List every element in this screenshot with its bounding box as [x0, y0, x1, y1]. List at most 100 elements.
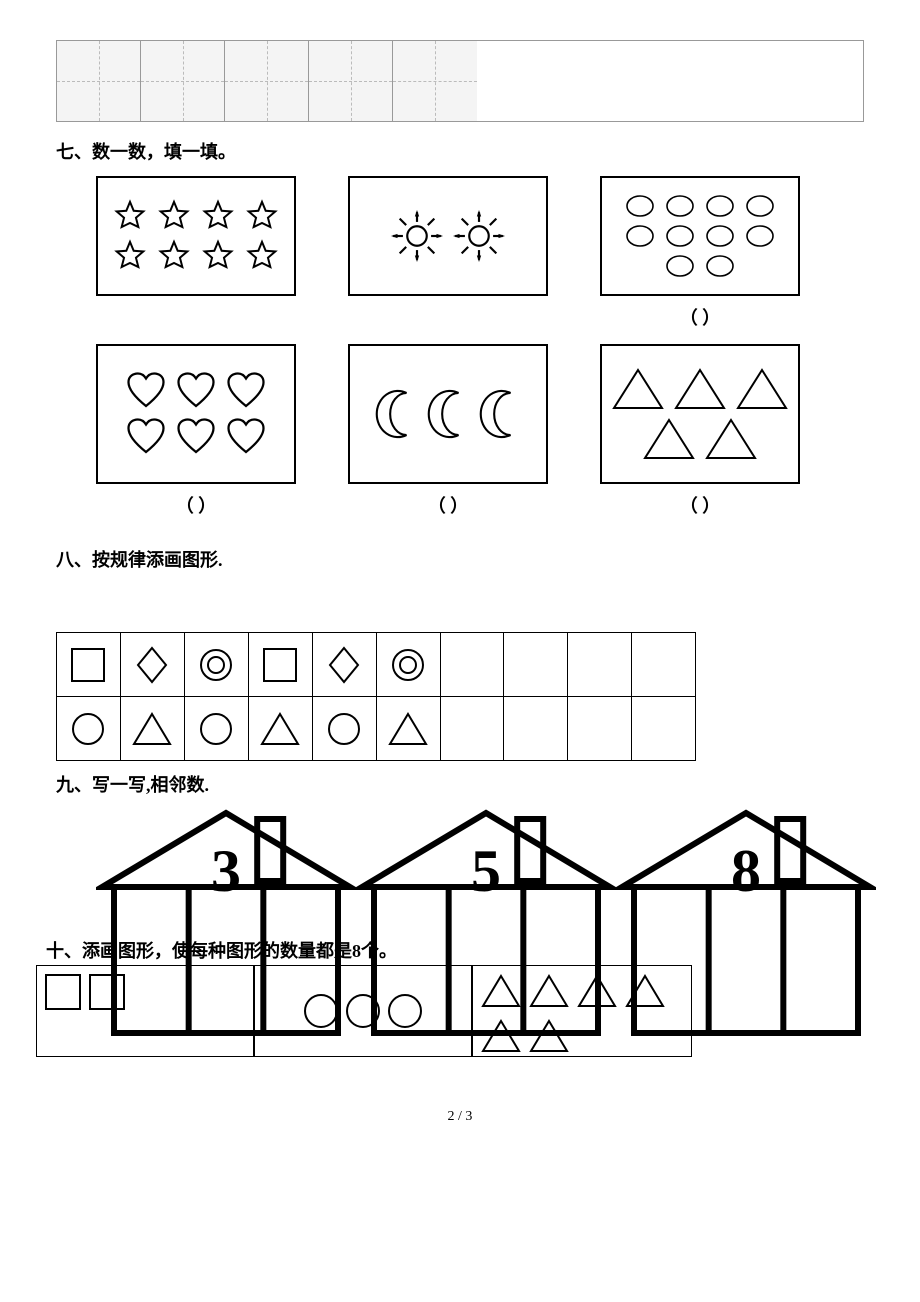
triangle-icon: [674, 367, 726, 411]
pattern-cell-circle: [57, 697, 121, 761]
page-number: 2 / 3: [56, 1109, 864, 1125]
ring-icon: [388, 645, 428, 685]
section7-heading: 七、数一数，填一填。: [56, 138, 864, 164]
triangle-icon: [529, 974, 569, 1013]
ellipse-icon: [625, 224, 655, 248]
count-box-star: [96, 176, 296, 296]
house-number: 8: [731, 837, 761, 906]
pattern-cell-blank[interactable]: [440, 697, 504, 761]
writing-grid: [56, 40, 864, 122]
triangle-icon: [612, 367, 664, 411]
star-icon: [201, 239, 235, 273]
heart-icon: [226, 371, 266, 411]
heart-icon: [176, 371, 216, 411]
triangle-icon: [643, 417, 695, 461]
heart-icon: [226, 417, 266, 457]
triangle-icon: [625, 974, 665, 1013]
circle-icon: [324, 709, 364, 749]
square-icon: [45, 974, 81, 1010]
answer-blank[interactable]: （ ）: [600, 492, 800, 518]
ellipse-icon: [705, 194, 735, 218]
diamond-icon: [324, 645, 364, 685]
pattern-cell-ring: [184, 633, 248, 697]
star-icon: [201, 199, 235, 233]
circle-icon: [68, 709, 108, 749]
star-icon: [245, 199, 279, 233]
pattern-cell-blank[interactable]: [504, 697, 568, 761]
circle-icon: [388, 994, 422, 1028]
section10-heading: 十、添画图形，使每种图形的数量都是8个。: [46, 937, 397, 963]
star-icon: [157, 199, 191, 233]
diamond-icon: [132, 645, 172, 685]
fill-box-circle[interactable]: [254, 965, 472, 1057]
answer-blank[interactable]: （ ）: [600, 304, 800, 330]
triangle-icon: [481, 1019, 521, 1058]
triangle-icon: [577, 974, 617, 1013]
section9-heading: 九、写一写,相邻数.: [56, 771, 864, 797]
star-icon: [113, 239, 147, 273]
pattern-cell-circle: [184, 697, 248, 761]
triangle-icon: [736, 367, 788, 411]
heart-icon: [176, 417, 216, 457]
pattern-cell-blank[interactable]: [440, 633, 504, 697]
house-number: 3: [211, 837, 241, 906]
square-icon: [89, 974, 125, 1010]
answer-blank[interactable]: （ ）: [96, 492, 296, 518]
star-icon: [245, 239, 279, 273]
moon-icon: [479, 388, 521, 440]
count-box-ellipse: [600, 176, 800, 296]
square-icon: [260, 645, 300, 685]
section7-row2: （ ） （ ） （ ）: [96, 344, 864, 518]
writing-cell[interactable]: [393, 41, 477, 121]
houses-wrap: 十、添画图形，使每种图形的数量都是8个。 3 5: [56, 809, 864, 1069]
ellipse-icon: [625, 194, 655, 218]
pattern-cell-diamond: [312, 633, 376, 697]
ellipse-icon: [745, 224, 775, 248]
sun-icon: [391, 210, 443, 262]
section8-heading: 八、按规律添画图形.: [56, 546, 864, 572]
writing-cell[interactable]: [141, 41, 225, 121]
triangle-icon: [529, 1019, 569, 1058]
triangle-icon: [705, 417, 757, 461]
pattern-cell-blank[interactable]: [632, 697, 696, 761]
pattern-cell-blank[interactable]: [632, 633, 696, 697]
triangle-icon: [481, 974, 521, 1013]
fill-box-triangle[interactable]: [472, 965, 692, 1057]
pattern-cell-square: [248, 633, 312, 697]
pattern-cell-ring: [376, 633, 440, 697]
fill-box-square[interactable]: [36, 965, 254, 1057]
ellipse-icon: [665, 254, 695, 278]
triangle-icon: [388, 709, 428, 749]
heart-icon: [126, 417, 166, 457]
ellipse-icon: [745, 194, 775, 218]
sun-icon: [453, 210, 505, 262]
pattern-cell-blank[interactable]: [568, 633, 632, 697]
count-box-triangle: [600, 344, 800, 484]
section10-row: [36, 965, 692, 1057]
pattern-cell-triangle: [376, 697, 440, 761]
pattern-cell-blank[interactable]: [504, 633, 568, 697]
ring-icon: [196, 645, 236, 685]
writing-cell[interactable]: [57, 41, 141, 121]
pattern-cell-circle: [312, 697, 376, 761]
moon-icon: [427, 388, 469, 440]
writing-cell[interactable]: [309, 41, 393, 121]
count-box-sun: [348, 176, 548, 296]
triangle-icon: [132, 709, 172, 749]
moon-icon: [375, 388, 417, 440]
writing-cell[interactable]: [225, 41, 309, 121]
pattern-cell-blank[interactable]: [568, 697, 632, 761]
answer-blank[interactable]: （ ）: [348, 492, 548, 518]
star-icon: [113, 199, 147, 233]
star-icon: [157, 239, 191, 273]
pattern-cell-triangle: [120, 697, 184, 761]
ellipse-icon: [665, 194, 695, 218]
count-box-moon: [348, 344, 548, 484]
pattern-cell-triangle: [248, 697, 312, 761]
count-box-heart: [96, 344, 296, 484]
ellipse-icon: [705, 254, 735, 278]
house-number: 5: [471, 837, 501, 906]
ellipse-icon: [705, 224, 735, 248]
triangle-icon: [260, 709, 300, 749]
section7-row1: （ ）: [96, 176, 864, 330]
